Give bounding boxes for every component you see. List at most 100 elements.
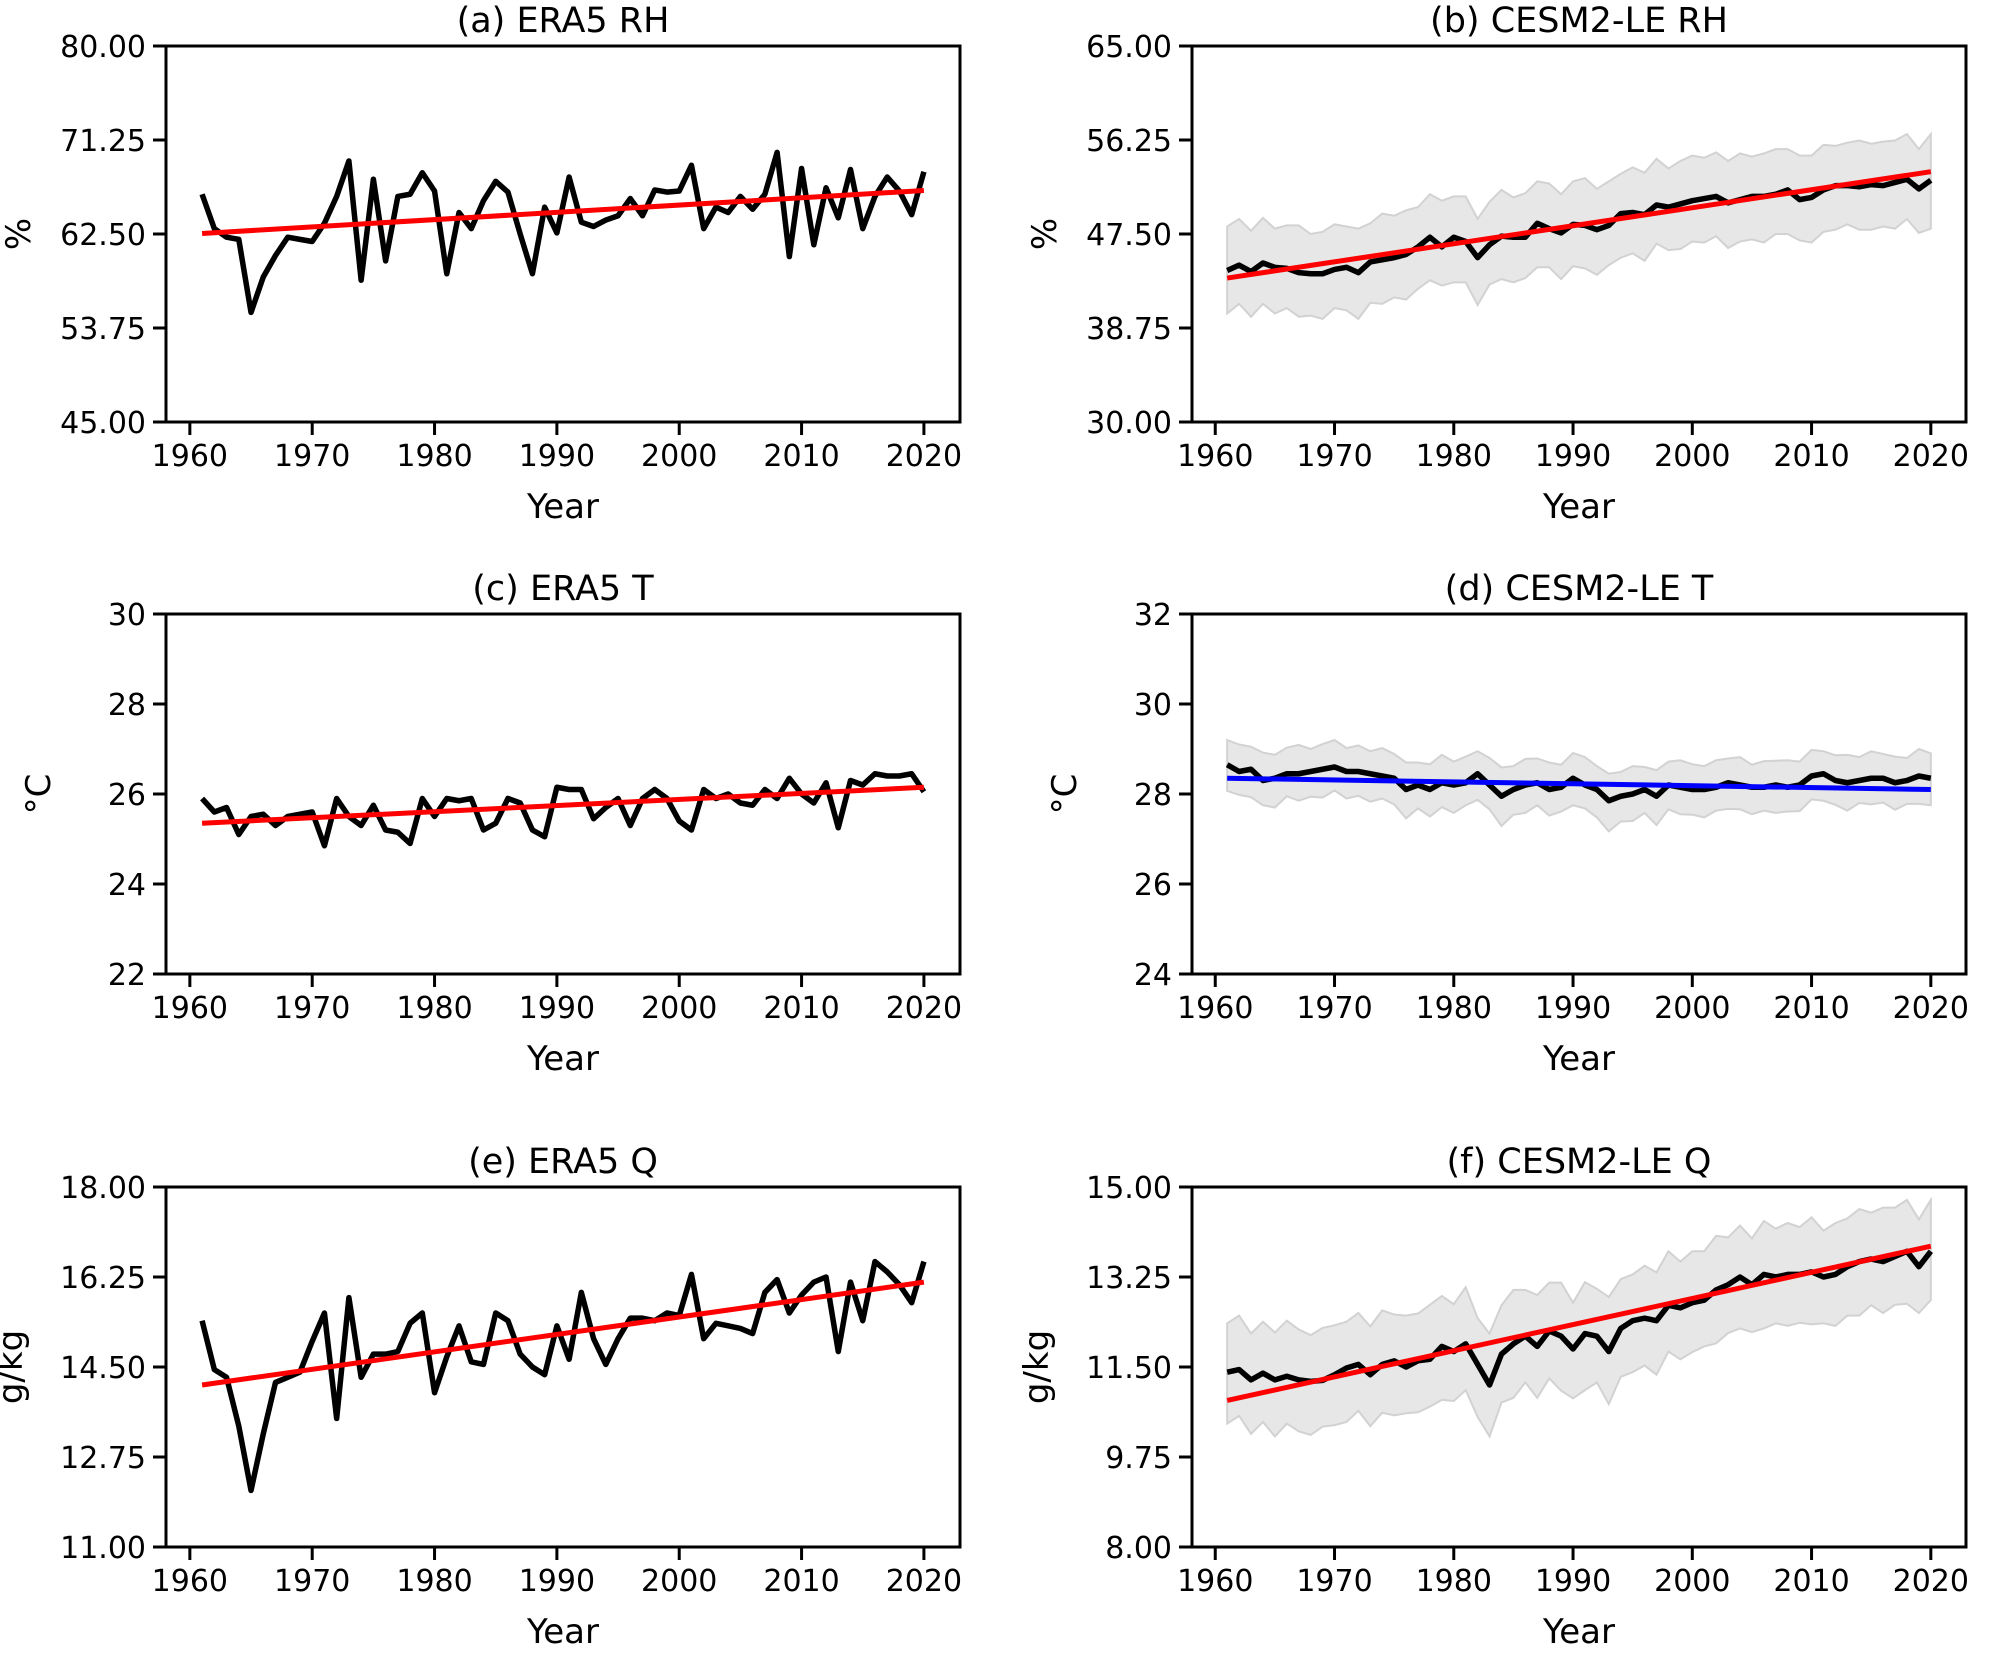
- x-tick-label: 1970: [1296, 439, 1372, 474]
- axes-box-e: [164, 1185, 962, 1549]
- x-tick-label: 1980: [396, 1564, 472, 1599]
- x-tick-label: 2020: [886, 1564, 962, 1599]
- x-tick-label: 2020: [1893, 1564, 1969, 1599]
- x-tick-label: 2010: [1773, 991, 1849, 1026]
- x-tick-label: 1990: [1535, 439, 1611, 474]
- x-axis-label-d: Year: [1542, 1039, 1615, 1079]
- x-tick-label: 2000: [1654, 991, 1730, 1026]
- trend-line-d: [1227, 775, 1931, 792]
- x-tick-label: 1990: [519, 991, 595, 1026]
- x-tick-label: 2020: [886, 991, 962, 1026]
- x-tick-label: 2000: [641, 1564, 717, 1599]
- y-tick-label: 30: [1134, 688, 1172, 723]
- trend-line-a: [201, 187, 925, 236]
- x-tick-label: 2010: [1773, 439, 1849, 474]
- x-tick-label: 2020: [1893, 991, 1969, 1026]
- y-tick-label: 13.25: [1086, 1261, 1172, 1296]
- x-axis-label-b: Year: [1542, 487, 1615, 527]
- x-axis-label-a: Year: [526, 487, 599, 527]
- x-tick-label: 1960: [152, 991, 228, 1026]
- y-tick-label: 38.75: [1086, 312, 1172, 347]
- y-tick-label: 32: [1134, 598, 1172, 633]
- y-tick-label: 11.00: [60, 1531, 146, 1566]
- panel-title-c: (c) ERA5 T: [472, 569, 654, 609]
- panel-b-chart: 1960 1970 1980 1990 2000 2010 2020 30.00 38.75 47…: [1025, 1, 1969, 527]
- x-tick-label: 1980: [396, 439, 472, 474]
- axes-box-a: [164, 44, 962, 424]
- y-tick-label: 30.00: [1086, 406, 1172, 441]
- panel-d-chart: 1960 1970 1980 1990 2000 2010 2020 24 26 28 30 32 (d…: [1045, 569, 1969, 1079]
- x-tick-label: 2020: [1893, 439, 1969, 474]
- ensemble-spread-band-f: [1226, 1196, 1932, 1439]
- y-tick-label: 8.00: [1105, 1531, 1172, 1566]
- x-axis-label-e: Year: [526, 1612, 599, 1652]
- y-tick-label: 28: [108, 688, 146, 723]
- annual-series-line-c: [200, 771, 927, 849]
- panel-title-d: (d) CESM2-LE T: [1445, 569, 1714, 609]
- x-tick-label: 2010: [763, 1564, 839, 1599]
- x-tick-label: 2010: [763, 439, 839, 474]
- y-axis-label-d: °C: [1045, 774, 1085, 815]
- y-tick-label: 71.25: [60, 124, 146, 159]
- annual-series-line-e: [199, 1258, 927, 1494]
- y-tick-label: 26: [1134, 868, 1172, 903]
- x-tick-label: 2000: [641, 439, 717, 474]
- x-tick-label: 1990: [519, 1564, 595, 1599]
- x-tick-label: 2000: [1654, 1564, 1730, 1599]
- trend-line-b: [1226, 169, 1932, 281]
- x-tick-label: 1970: [1296, 991, 1372, 1026]
- panel-d: 1960 1970 1980 1990 2000 2010 2020 24 26 28 30 32 (d…: [1000, 551, 2000, 1102]
- y-axis-label-e: g/kg: [0, 1330, 31, 1404]
- panel-e-chart: 1960 1970 1980 1990 2000 2010 2020 11.00 12.75 14…: [0, 1142, 962, 1652]
- x-tick-label: 1970: [274, 1564, 350, 1599]
- panel-f-chart: 1960 1970 1980 1990 2000 2010 2020 8.00 9.75 11.5…: [1017, 1142, 1969, 1652]
- panel-c-chart: 1960 1970 1980 1990 2000 2010 2020 22 24 26 28 30 (c…: [19, 569, 962, 1079]
- panel-a: 1960 1970 1980 1990 2000 2010 2020 45.00 53.75 62…: [0, 0, 1000, 551]
- x-tick-label: 2010: [763, 991, 839, 1026]
- y-tick-label: 28: [1134, 778, 1172, 813]
- y-tick-label: 45.00: [60, 406, 146, 441]
- y-tick-label: 65.00: [1086, 30, 1172, 65]
- y-tick-label: 56.25: [1086, 124, 1172, 159]
- trend-line-c: [201, 784, 925, 826]
- y-tick-label: 12.75: [60, 1441, 146, 1476]
- x-axis-label-f: Year: [1542, 1612, 1615, 1652]
- x-axis-label-c: Year: [526, 1039, 599, 1079]
- panel-title-f: (f) CESM2-LE Q: [1447, 1142, 1712, 1182]
- y-tick-label: 15.00: [1086, 1171, 1172, 1206]
- y-tick-label: 53.75: [60, 312, 146, 347]
- y-axis-label-a: %: [0, 218, 39, 250]
- trend-line-f: [1226, 1243, 1932, 1403]
- y-tick-label: 24: [1134, 958, 1172, 993]
- x-tick-label: 1980: [1416, 991, 1492, 1026]
- axes-box-c: [164, 612, 962, 976]
- y-tick-label: 18.00: [60, 1171, 146, 1206]
- y-tick-label: 62.50: [60, 218, 146, 253]
- x-tick-label: 1960: [152, 439, 228, 474]
- panel-f: 1960 1970 1980 1990 2000 2010 2020 8.00 9.75 11.5…: [1000, 1102, 2000, 1653]
- x-tick-label: 1990: [1535, 1564, 1611, 1599]
- x-tick-label: 2000: [1654, 439, 1730, 474]
- x-tick-label: 1980: [1416, 1564, 1492, 1599]
- y-tick-label: 16.25: [60, 1261, 146, 1296]
- y-tick-label: 47.50: [1086, 218, 1172, 253]
- y-tick-label: 11.50: [1086, 1351, 1172, 1386]
- panel-e: 1960 1970 1980 1990 2000 2010 2020 11.00 12.75 14…: [0, 1102, 1000, 1653]
- x-tick-label: 1980: [1416, 439, 1492, 474]
- y-tick-label: 14.50: [60, 1351, 146, 1386]
- y-tick-label: 80.00: [60, 30, 146, 65]
- trend-line-e: [201, 1279, 925, 1388]
- x-tick-label: 2000: [641, 991, 717, 1026]
- panel-title-a: (a) ERA5 RH: [457, 1, 670, 41]
- panel-title-b: (b) CESM2-LE RH: [1430, 1, 1728, 41]
- x-tick-label: 1960: [1177, 1564, 1253, 1599]
- y-tick-label: 30: [108, 598, 146, 633]
- panel-a-chart: 1960 1970 1980 1990 2000 2010 2020 45.00 53.75 62…: [0, 1, 962, 527]
- annual-series-line-a: [199, 149, 927, 316]
- x-tick-label: 1980: [396, 991, 472, 1026]
- x-tick-label: 1970: [1296, 1564, 1372, 1599]
- x-tick-label: 1990: [519, 439, 595, 474]
- panel-title-e: (e) ERA5 Q: [468, 1142, 658, 1182]
- y-axis-label-b: %: [1025, 218, 1065, 250]
